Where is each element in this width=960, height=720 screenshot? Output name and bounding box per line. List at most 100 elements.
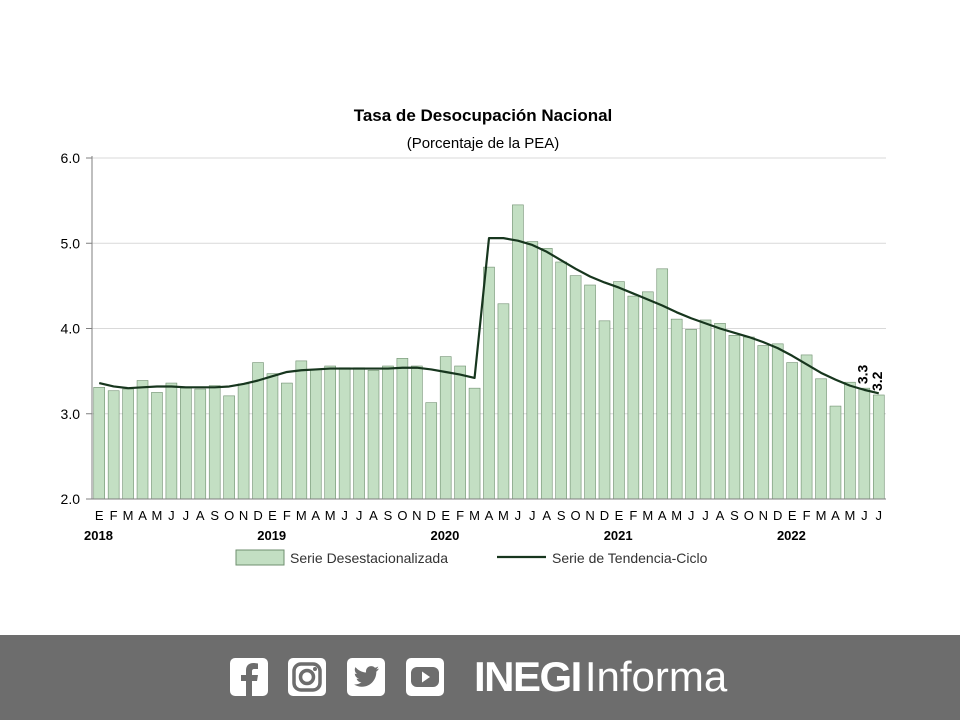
x-tick-label: M [816, 508, 827, 523]
bar [367, 369, 380, 500]
x-tick-label: A [196, 508, 205, 523]
bar [281, 382, 293, 500]
x-tick-label: A [138, 508, 147, 523]
bar [598, 320, 611, 500]
x-tick-label: M [498, 508, 509, 523]
x-tick-label: J [341, 508, 348, 523]
x-tick-label: J [183, 508, 190, 523]
data-label: 3.3 [854, 364, 870, 384]
bar [266, 373, 279, 500]
data-label: 3.2 [869, 371, 885, 391]
x-tick-label: F [629, 508, 637, 523]
bar [714, 323, 726, 500]
bar-series [93, 204, 885, 500]
twitter-icon[interactable] [346, 657, 386, 697]
chart-svg: Tasa de Desocupación Nacional (Porcentaj… [61, 106, 886, 566]
x-tick-label: D [600, 508, 609, 523]
bar [324, 365, 336, 500]
bar [353, 367, 365, 500]
bar [93, 387, 106, 500]
bar [540, 248, 553, 500]
y-tick-label: 4.0 [61, 321, 81, 337]
x-tick-label: M [469, 508, 480, 523]
bar [844, 381, 856, 500]
year-label: 2020 [430, 528, 459, 543]
x-tick-label: J [529, 508, 536, 523]
x-tick-label: F [110, 508, 118, 523]
x-tick-label: S [384, 508, 393, 523]
x-tick-label: E [788, 508, 797, 523]
bar [382, 365, 394, 500]
x-tick-label: J [876, 508, 883, 523]
bar [194, 388, 207, 500]
bar [454, 365, 466, 500]
facebook-icon[interactable] [229, 657, 269, 697]
x-tick-label: N [759, 508, 768, 523]
x-tick-label: S [210, 508, 219, 523]
bar [569, 275, 582, 500]
x-tick-label: A [658, 508, 667, 523]
bar [252, 362, 264, 500]
bar [497, 303, 510, 500]
x-tick-label: N [412, 508, 421, 523]
youtube-icon[interactable] [405, 657, 445, 697]
chart-subtitle: (Porcentaje de la PEA) [407, 135, 560, 152]
bar [425, 402, 438, 500]
footer-bar: INEGIInforma [0, 635, 960, 720]
legend-bar-swatch [235, 549, 285, 566]
x-tick-label: J [861, 508, 868, 523]
y-tick-label: 2.0 [61, 491, 81, 507]
x-tick-label: J [688, 508, 695, 523]
bar [872, 394, 885, 500]
x-tick-label: E [268, 508, 277, 523]
brand-informa: Informa [584, 653, 728, 700]
bar [728, 335, 741, 500]
brand-inegi: INEGI [474, 653, 582, 700]
x-tick-label: O [744, 508, 754, 523]
bar [800, 354, 813, 500]
x-tick-label: M [152, 508, 163, 523]
legend-line-label: Serie de Tendencia-Ciclo [552, 550, 708, 566]
trend-line [98, 237, 880, 395]
bar [483, 266, 495, 500]
x-tick-label: A [485, 508, 494, 523]
bar [223, 395, 235, 500]
instagram-icon[interactable] [287, 657, 327, 697]
x-tick-label: F [283, 508, 291, 523]
x-tick-label: S [557, 508, 566, 523]
x-tick-label: J [702, 508, 709, 523]
bar [439, 356, 452, 500]
bar [468, 387, 481, 500]
x-tick-label: E [441, 508, 450, 523]
bar [699, 319, 712, 500]
bar [411, 365, 423, 500]
x-tick-label: F [456, 508, 464, 523]
year-label: 2018 [84, 528, 113, 543]
x-tick-label: D [427, 508, 436, 523]
x-tick-label: M [671, 508, 682, 523]
bar [743, 336, 755, 500]
bar [136, 380, 149, 500]
bar [107, 390, 120, 500]
bar [771, 343, 784, 500]
bar [555, 261, 567, 500]
x-tick-label: D [773, 508, 782, 523]
bar [512, 204, 524, 500]
bar [295, 360, 308, 500]
x-tick-label: O [224, 508, 234, 523]
y-tick-label: 5.0 [61, 235, 81, 251]
bar [526, 241, 539, 500]
bar [858, 387, 871, 500]
x-tick-label: D [253, 508, 262, 523]
axes [86, 156, 886, 500]
bar [584, 284, 596, 500]
chart-title: Tasa de Desocupación Nacional [354, 106, 613, 125]
bar [237, 383, 250, 500]
x-tick-label: M [123, 508, 134, 523]
x-tick-label: E [615, 508, 624, 523]
bar [786, 362, 798, 500]
bar [180, 387, 192, 500]
y-tick-label: 6.0 [61, 150, 81, 166]
bar [309, 369, 322, 500]
bar [165, 382, 178, 500]
